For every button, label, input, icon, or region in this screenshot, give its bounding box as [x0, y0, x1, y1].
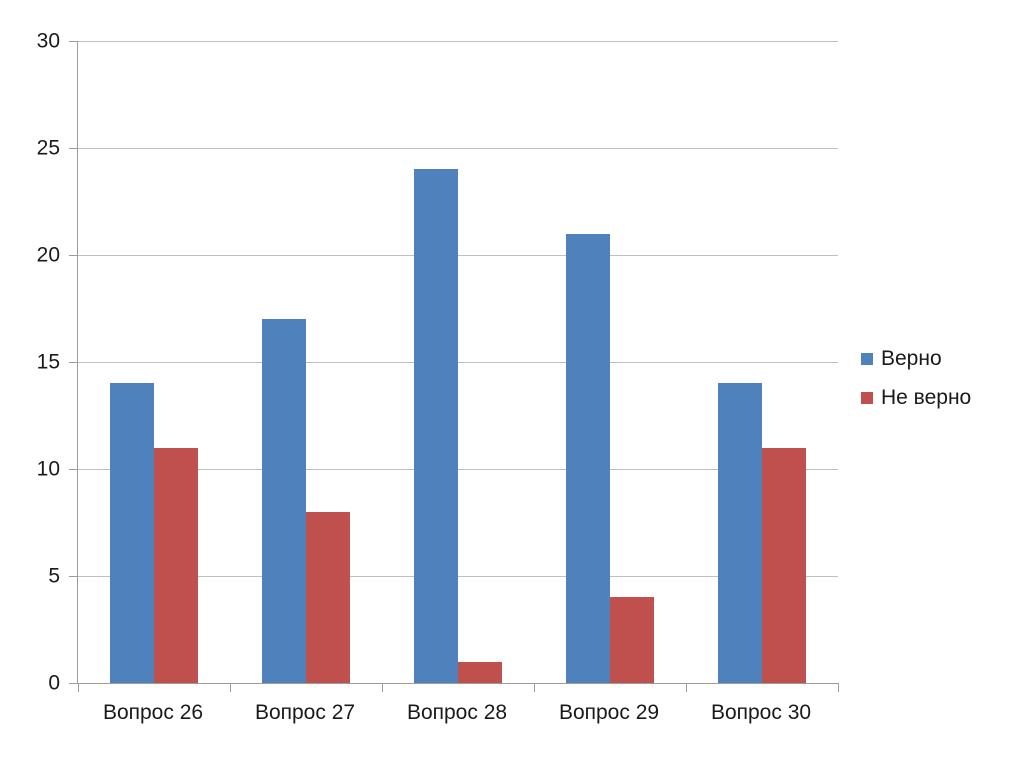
x-axis-label-3: Вопрос 28	[406, 701, 508, 724]
y-axis-label-25: 25	[36, 136, 60, 160]
y-axis-label-5: 5	[48, 564, 60, 588]
x-tick-0	[78, 683, 79, 692]
x-axis-label-5: Вопрос 30	[710, 701, 812, 724]
x-tick-3	[534, 683, 535, 692]
x-axis-label-2: Вопрос 27	[254, 701, 356, 724]
legend-item-verno: Верно	[861, 347, 971, 371]
plot-area	[69, 41, 839, 692]
y-axis-label-10: 10	[36, 457, 60, 481]
legend-swatch-verno	[861, 353, 873, 365]
y-tick-10	[69, 469, 78, 470]
x-axis-label-4: Вопрос 29	[558, 701, 660, 724]
gridline-5	[78, 576, 838, 577]
legend: Верно Не верно	[861, 347, 971, 410]
gridline-20	[78, 255, 838, 256]
gridline-15	[78, 362, 838, 363]
bar-Не верно-Вопрос 28	[458, 662, 502, 683]
x-tick-5	[838, 683, 839, 692]
legend-item-ne-verno: Не верно	[861, 386, 971, 410]
bar-Не верно-Вопрос 29	[610, 597, 654, 683]
gridline-10	[78, 469, 838, 470]
legend-label-ne-verno: Не верно	[881, 386, 972, 409]
gridline-25	[78, 148, 838, 149]
y-axis-label-15: 15	[36, 350, 60, 374]
bar-Верно-Вопрос 30	[718, 383, 762, 683]
y-axis-label-30: 30	[36, 29, 60, 53]
x-tick-2	[382, 683, 383, 692]
legend-swatch-ne-verno	[861, 392, 873, 404]
bar-Не верно-Вопрос 30	[762, 448, 806, 683]
bar-Верно-Вопрос 26	[110, 383, 154, 683]
legend-label-verno: Верно	[881, 347, 942, 370]
x-tick-1	[230, 683, 231, 692]
y-tick-15	[69, 362, 78, 363]
y-tick-30	[69, 41, 78, 42]
y-tick-0	[69, 683, 78, 684]
x-tick-4	[686, 683, 687, 692]
y-axis-label-20: 20	[36, 243, 60, 267]
gridline-30	[78, 41, 838, 42]
bar-Верно-Вопрос 28	[414, 169, 458, 683]
x-axis-label-1: Вопрос 26	[102, 701, 204, 724]
bar-Верно-Вопрос 29	[566, 234, 610, 683]
bar-Верно-Вопрос 27	[262, 319, 306, 683]
y-tick-5	[69, 576, 78, 577]
bar-Не верно-Вопрос 26	[154, 448, 198, 683]
y-tick-25	[69, 148, 78, 149]
y-tick-20	[69, 255, 78, 256]
bar-Не верно-Вопрос 27	[306, 512, 350, 683]
y-axis-label-0: 0	[48, 671, 60, 695]
